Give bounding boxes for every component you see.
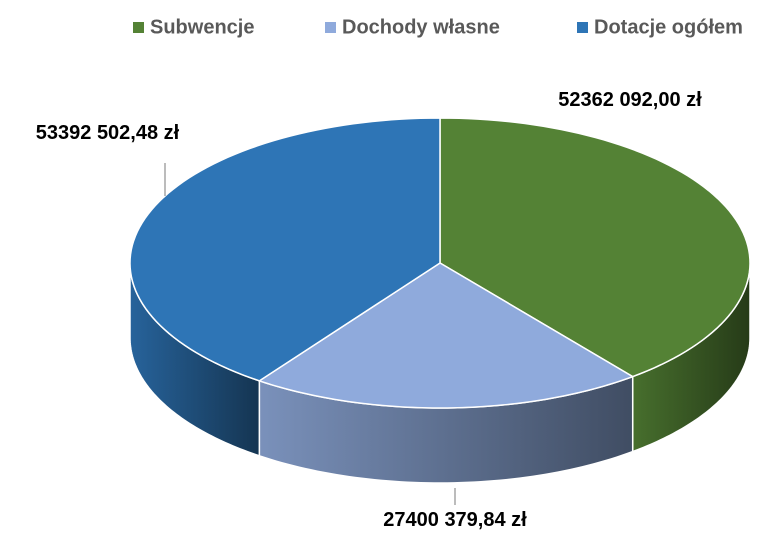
- legend-swatch: [325, 22, 336, 33]
- data-label: 53392 502,48 zł: [35, 122, 180, 144]
- data-label: 27400 379,84 zł: [383, 509, 527, 531]
- legend-label: Subwencje: [150, 16, 254, 38]
- data-label: 52362 092,00 zł: [558, 89, 702, 111]
- legend-swatch: [577, 22, 588, 33]
- slice: [439, 117, 751, 378]
- legend-label: Dotacje ogółem: [594, 16, 743, 38]
- slice: [257, 262, 635, 409]
- legend-label: Dochody własne: [342, 16, 500, 38]
- slice: [129, 117, 441, 382]
- legend-swatch: [133, 22, 144, 33]
